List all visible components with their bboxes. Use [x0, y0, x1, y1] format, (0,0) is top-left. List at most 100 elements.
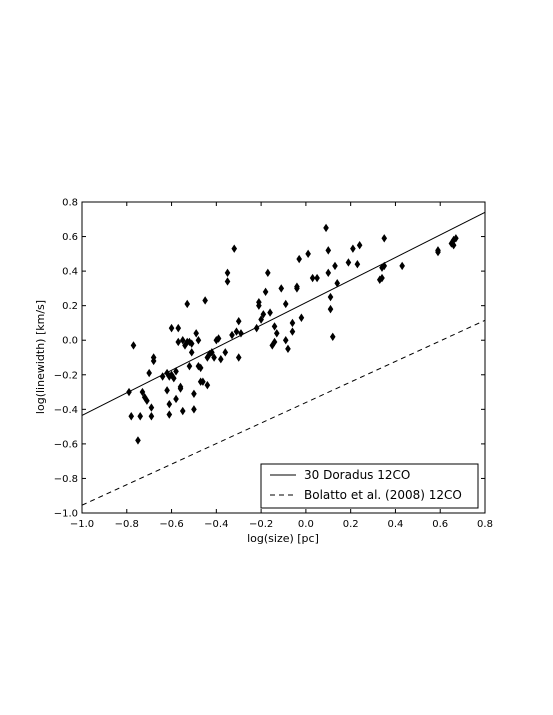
axes-frame — [81, 201, 486, 514]
data-point — [191, 405, 197, 414]
data-point — [253, 323, 260, 333]
data-point — [148, 412, 155, 421]
legend: 30 Doradus 12CO Bolatto et al. (2008) 12… — [260, 463, 479, 509]
y-tick-label: 0.2 — [62, 301, 78, 312]
data-point — [204, 380, 211, 390]
data-point — [260, 310, 267, 319]
legend-label-30-doradus: 30 Doradus 12CO — [304, 468, 410, 482]
data-point — [179, 406, 186, 416]
data-point — [354, 260, 361, 269]
data-point — [202, 296, 208, 305]
data-point — [450, 235, 457, 245]
data-point — [166, 399, 173, 409]
legend-box — [260, 463, 479, 509]
data-point — [271, 322, 278, 331]
data-point — [325, 268, 332, 278]
data-point — [177, 382, 184, 392]
data-point — [262, 287, 269, 297]
data-point — [376, 275, 383, 284]
x-tick-label: −1.0 — [70, 519, 94, 530]
data-point — [164, 368, 170, 378]
x-tick-label: 0.8 — [477, 519, 493, 530]
data-point — [448, 239, 455, 248]
data-point — [164, 386, 170, 395]
data-point — [144, 396, 150, 405]
data-point — [325, 246, 332, 255]
data-point — [235, 353, 242, 362]
data-point — [188, 339, 195, 348]
data-point — [195, 336, 202, 345]
data-point — [173, 367, 179, 376]
data-point — [188, 348, 195, 357]
data-point — [399, 261, 405, 271]
y-tick-label: −0.8 — [54, 474, 78, 485]
data-point — [168, 323, 175, 333]
data-point — [130, 341, 137, 350]
y-tick-label: 0.8 — [62, 198, 78, 209]
data-point — [271, 337, 278, 347]
doradus-fit-line — [82, 211, 485, 416]
data-point — [305, 249, 311, 259]
data-point — [282, 336, 289, 345]
data-point — [298, 313, 305, 322]
data-point — [350, 244, 356, 253]
data-point — [139, 387, 146, 397]
data-point — [128, 412, 135, 421]
data-point — [267, 308, 273, 317]
y-axis: −1.0 −0.8 −0.6 −0.4 −0.2 0.0 0.2 0.4 0.6 0.8 — [54, 198, 485, 520]
data-point — [314, 273, 320, 283]
data-point — [215, 334, 222, 343]
y-tick-label: −1.0 — [54, 509, 78, 520]
data-point — [173, 394, 179, 404]
data-point — [224, 277, 231, 286]
y-tick-label: 0.6 — [62, 232, 78, 243]
data-point — [285, 344, 291, 354]
x-tick-label: −0.2 — [249, 519, 273, 530]
data-point — [309, 273, 316, 283]
y-tick-label: −0.4 — [54, 405, 78, 416]
data-point — [135, 436, 141, 445]
data-point — [168, 370, 175, 379]
x-tick-label: −0.6 — [159, 519, 183, 530]
data-point — [332, 261, 338, 271]
x-axis-label: log(size) [pc] — [247, 532, 319, 545]
y-tick-label: 0.0 — [62, 336, 78, 347]
data-point — [229, 330, 235, 340]
data-point — [273, 329, 280, 338]
data-point — [327, 304, 334, 314]
data-point — [231, 244, 238, 253]
y-tick-label: 0.4 — [62, 267, 78, 278]
data-point — [126, 387, 132, 397]
data-point — [289, 318, 296, 328]
data-point — [356, 240, 363, 250]
data-point — [200, 377, 206, 386]
data-point — [238, 329, 244, 338]
x-tick-label: 0.4 — [387, 519, 403, 530]
y-tick-label: −0.2 — [54, 370, 78, 381]
data-point — [137, 412, 144, 421]
data-point — [193, 329, 199, 338]
data-point — [381, 234, 388, 243]
data-point — [184, 299, 191, 309]
x-tick-label: 0.6 — [432, 519, 448, 530]
data-point — [186, 361, 193, 371]
data-point — [166, 372, 173, 381]
data-point — [195, 361, 202, 371]
data-point — [265, 268, 271, 278]
data-point — [256, 301, 262, 310]
legend-label-bolatto: Bolatto et al. (2008) 12CO — [304, 488, 462, 502]
data-point — [218, 355, 224, 364]
data-point — [233, 327, 240, 336]
x-tick-label: 0.2 — [343, 519, 359, 530]
data-point — [222, 348, 229, 357]
data-point — [170, 374, 177, 383]
data-point — [197, 363, 204, 373]
data-point — [213, 336, 220, 345]
bolatto-relation-line — [82, 319, 485, 506]
data-point — [179, 336, 186, 345]
data-point — [381, 261, 388, 271]
x-tick-label: 0.0 — [298, 519, 314, 530]
data-point — [345, 258, 352, 267]
data-point — [141, 393, 148, 402]
